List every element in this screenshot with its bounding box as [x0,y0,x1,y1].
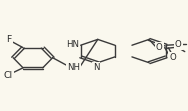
Text: Cl: Cl [3,70,13,79]
Text: NH: NH [67,63,80,72]
Text: O: O [169,53,176,62]
Text: HN: HN [66,40,79,49]
Text: O: O [156,43,162,52]
Text: F: F [6,35,11,44]
Text: O: O [175,40,182,49]
Text: N: N [93,63,99,72]
